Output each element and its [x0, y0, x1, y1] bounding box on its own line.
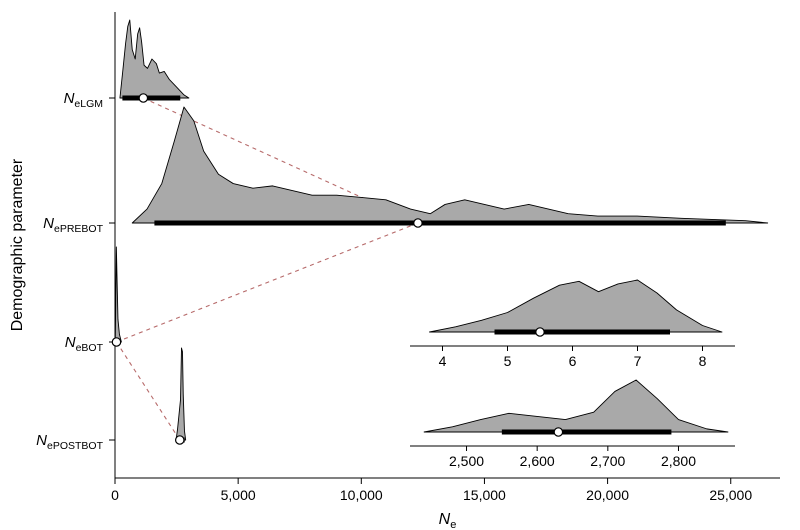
demographic-ridge-chart: 05,00010,00015,00020,00025,000NeDemograp… [0, 0, 800, 530]
svg-text:25,000: 25,000 [709, 487, 752, 503]
svg-text:2,600: 2,600 [520, 453, 555, 469]
svg-text:7: 7 [634, 353, 642, 369]
point-ePREBOT [414, 219, 422, 227]
svg-text:6: 6 [569, 353, 577, 369]
point-eBOT [112, 338, 120, 346]
svg-text:2,800: 2,800 [661, 453, 696, 469]
svg-text:Demographic parameter: Demographic parameter [9, 158, 26, 331]
svg-text:2,500: 2,500 [449, 453, 484, 469]
svg-text:15,000: 15,000 [463, 487, 506, 503]
svg-text:5,000: 5,000 [221, 487, 256, 503]
svg-text:2,700: 2,700 [590, 453, 625, 469]
svg-text:20,000: 20,000 [586, 487, 629, 503]
svg-text:4: 4 [439, 353, 447, 369]
chart-svg: 05,00010,00015,00020,00025,000NeDemograp… [0, 0, 800, 530]
svg-text:10,000: 10,000 [340, 487, 383, 503]
point-ePOSTBOT [176, 436, 184, 444]
point-eLGM [139, 94, 147, 102]
svg-text:5: 5 [504, 353, 512, 369]
svg-text:8: 8 [699, 353, 707, 369]
svg-text:0: 0 [111, 487, 119, 503]
